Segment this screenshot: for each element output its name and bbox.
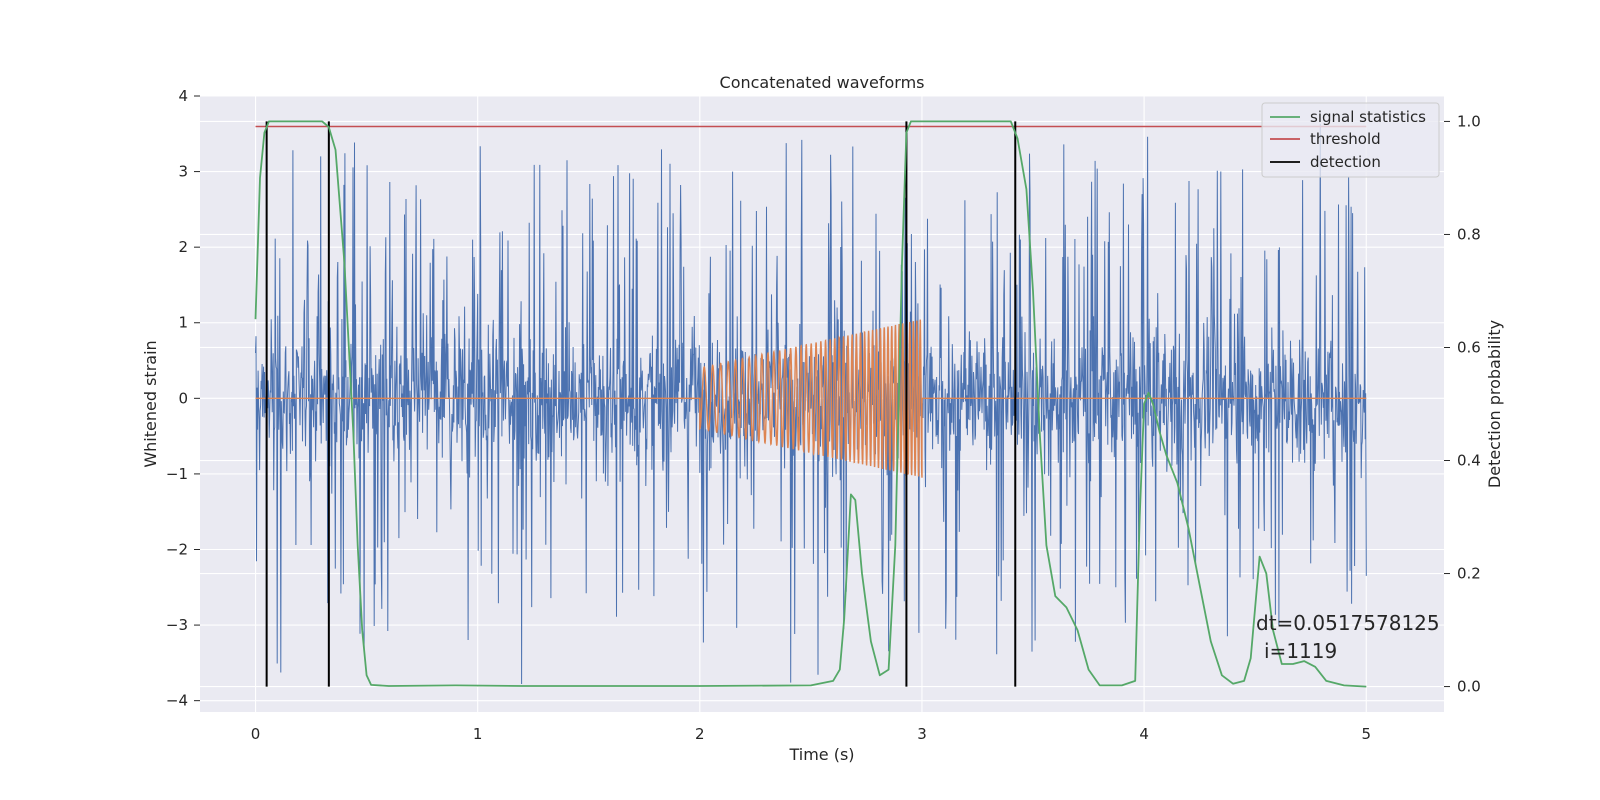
y2-tick-label: 0.2 — [1457, 565, 1481, 583]
y2-axis-label: Detection probability — [1485, 320, 1504, 488]
x-tick-label: 3 — [917, 725, 927, 743]
y-tick-label: 0 — [178, 389, 188, 407]
signal-statistics-line — [254, 120, 1367, 688]
y2-tick-label: 0.4 — [1457, 452, 1481, 470]
x-tick-label: 4 — [1139, 725, 1149, 743]
legend-box — [1261, 102, 1440, 178]
y-tick-label: −2 — [166, 540, 188, 558]
y2-ticks: 1.0 0.8 0.6 0.4 0.2 0.0 — [1444, 112, 1481, 696]
x-tick-label: 2 — [695, 725, 705, 743]
legend: signal statistics threshold detection — [1261, 102, 1440, 178]
y-ticks: 4 3 2 1 0 −1 −2 −3 −4 — [166, 87, 200, 710]
y-tick-label: −4 — [166, 692, 188, 710]
plot-area — [254, 120, 1367, 688]
grid-lines-y2 — [200, 120, 1444, 688]
injected-waveform-series — [255, 319, 1367, 478]
y-tick-label: −1 — [166, 465, 188, 483]
y-tick-label: 4 — [178, 87, 188, 105]
x-axis-label: Time (s) — [788, 745, 854, 764]
y2-tick-label: 0.8 — [1457, 225, 1481, 243]
x-tick-label: 5 — [1361, 725, 1371, 743]
y2-tick-label: 1.0 — [1457, 112, 1481, 130]
legend-label-detection: detection — [1310, 153, 1381, 171]
x-tick-label: 0 — [251, 725, 261, 743]
annotation-index: i=1119 — [1264, 639, 1337, 663]
detection-lines — [265, 121, 1017, 687]
y-axis-label: Whitened strain — [141, 340, 160, 467]
noise-series — [255, 123, 1367, 685]
y2-tick-label: 0.6 — [1457, 338, 1481, 356]
x-ticks: 0 1 2 3 4 5 — [251, 725, 1371, 743]
legend-label-threshold: threshold — [1310, 130, 1381, 148]
chart-title: Concatenated waveforms — [720, 73, 925, 92]
y-tick-label: −3 — [166, 616, 188, 634]
y2-tick-label: 0.0 — [1457, 678, 1481, 696]
x-tick-label: 1 — [473, 725, 483, 743]
grid-lines-y — [200, 95, 1444, 702]
y-tick-label: 1 — [178, 314, 188, 332]
y-tick-label: 3 — [178, 163, 188, 181]
annotation-dt: dt=0.0517578125 — [1256, 611, 1440, 635]
legend-label-signal-statistics: signal statistics — [1310, 108, 1426, 126]
y-tick-label: 2 — [178, 238, 188, 256]
